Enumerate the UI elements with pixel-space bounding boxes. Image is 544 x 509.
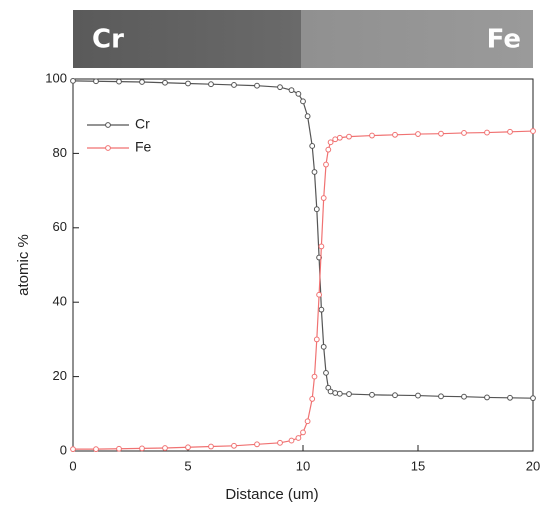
series-line bbox=[73, 130, 534, 450]
x-tick-label: 15 bbox=[411, 458, 425, 473]
data-point bbox=[336, 390, 343, 397]
data-point bbox=[332, 390, 339, 396]
data-point bbox=[185, 444, 191, 451]
data-point bbox=[323, 369, 329, 376]
data-point bbox=[304, 418, 311, 425]
data-point bbox=[311, 169, 318, 175]
legend-label: Fe bbox=[135, 139, 152, 155]
data-point bbox=[304, 113, 311, 120]
data-point bbox=[309, 396, 316, 402]
data-point bbox=[277, 439, 283, 446]
x-tick-label: 5 bbox=[184, 458, 191, 473]
data-point bbox=[309, 143, 316, 149]
data-point bbox=[332, 136, 339, 143]
data-point bbox=[346, 391, 352, 397]
data-point bbox=[438, 130, 444, 137]
data-point bbox=[323, 161, 329, 168]
data-point bbox=[231, 82, 237, 88]
legend-marker bbox=[105, 122, 111, 128]
data-point bbox=[231, 442, 237, 449]
data-point bbox=[295, 435, 302, 441]
data-point bbox=[415, 131, 421, 137]
data-point bbox=[438, 393, 444, 400]
data-point bbox=[346, 133, 352, 140]
data-point bbox=[139, 445, 145, 452]
data-point bbox=[318, 243, 325, 250]
y-tick-label: 60 bbox=[53, 219, 67, 234]
data-point bbox=[530, 128, 536, 134]
data-point bbox=[327, 139, 334, 146]
data-point bbox=[392, 392, 398, 399]
data-point bbox=[484, 394, 490, 401]
data-point bbox=[70, 77, 76, 84]
y-tick-label: 0 bbox=[60, 442, 67, 457]
x-tick-label: 0 bbox=[69, 458, 76, 473]
micrograph-right bbox=[301, 10, 533, 68]
data-point bbox=[139, 79, 145, 85]
data-point bbox=[254, 82, 260, 89]
data-point bbox=[369, 132, 375, 139]
data-point bbox=[507, 128, 513, 135]
x-axis-label: Distance (um) bbox=[225, 486, 318, 503]
data-point bbox=[162, 79, 168, 86]
data-point bbox=[208, 81, 214, 88]
data-point bbox=[316, 291, 323, 298]
data-point bbox=[484, 129, 490, 136]
y-tick-label: 20 bbox=[53, 368, 67, 383]
data-point bbox=[392, 131, 398, 138]
data-point bbox=[185, 80, 191, 87]
data-point bbox=[313, 206, 320, 213]
legend-marker bbox=[105, 145, 111, 151]
data-point bbox=[530, 395, 536, 402]
data-point bbox=[313, 336, 320, 343]
series-line bbox=[72, 80, 534, 399]
data-point bbox=[415, 392, 421, 399]
data-point bbox=[507, 394, 513, 401]
data-point bbox=[277, 84, 283, 91]
data-point bbox=[116, 445, 122, 452]
data-point bbox=[461, 130, 467, 136]
data-point bbox=[254, 441, 260, 448]
data-point bbox=[116, 78, 122, 85]
x-tick-label: 20 bbox=[526, 458, 540, 473]
annotation: Fe bbox=[487, 25, 521, 55]
y-axis-label: atomic % bbox=[15, 234, 32, 296]
data-point bbox=[327, 388, 334, 395]
data-point bbox=[318, 306, 325, 313]
data-point bbox=[295, 90, 302, 97]
data-point bbox=[300, 429, 306, 436]
data-point bbox=[93, 78, 99, 85]
annotation: Cr bbox=[92, 25, 124, 55]
data-point bbox=[70, 446, 76, 453]
data-point bbox=[369, 391, 375, 398]
data-point bbox=[325, 146, 332, 153]
x-tick-label: 10 bbox=[296, 458, 310, 473]
data-point bbox=[93, 446, 99, 453]
data-point bbox=[336, 134, 343, 141]
data-point bbox=[311, 373, 318, 380]
data-point bbox=[320, 195, 327, 201]
data-point bbox=[288, 87, 295, 94]
data-point bbox=[300, 98, 306, 105]
data-point bbox=[208, 443, 214, 450]
legend-label: Cr bbox=[135, 116, 150, 132]
data-point bbox=[162, 445, 168, 451]
data-point bbox=[320, 343, 327, 350]
data-point bbox=[461, 393, 467, 400]
micrograph-left bbox=[73, 10, 301, 68]
data-point bbox=[288, 437, 295, 444]
y-tick-label: 80 bbox=[53, 145, 67, 160]
y-tick-label: 40 bbox=[53, 294, 67, 309]
y-tick-label: 100 bbox=[45, 70, 67, 85]
